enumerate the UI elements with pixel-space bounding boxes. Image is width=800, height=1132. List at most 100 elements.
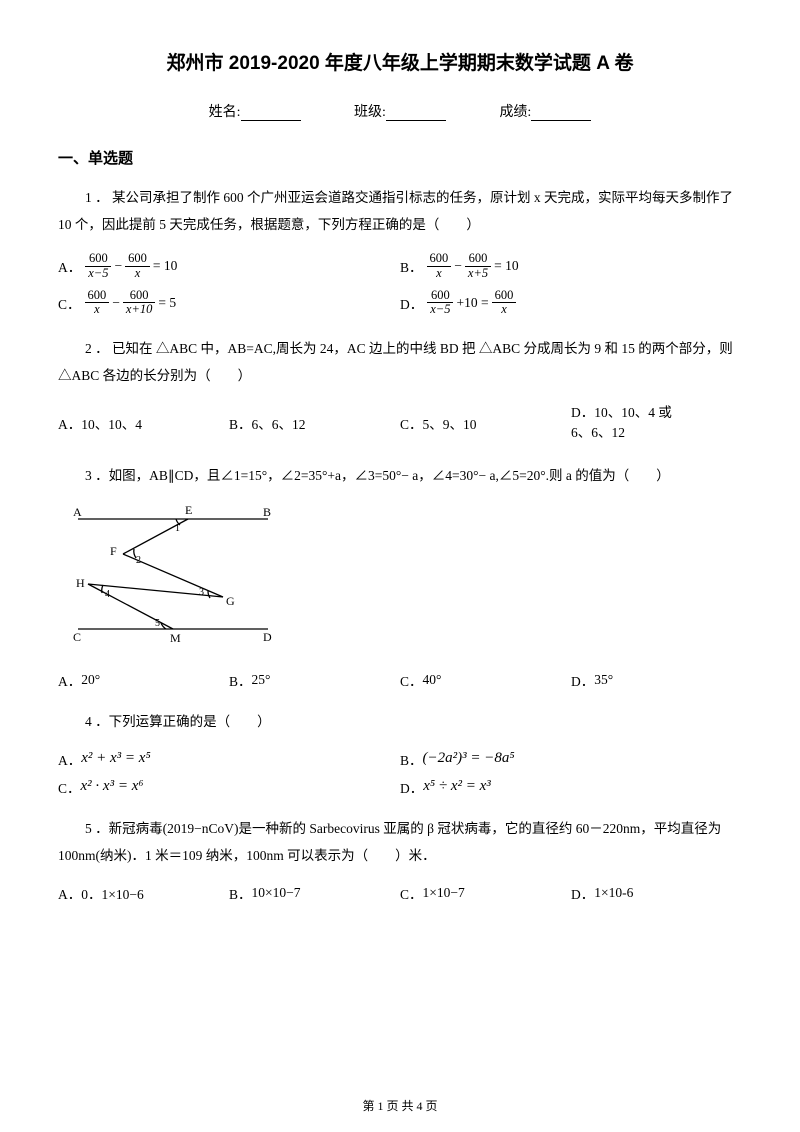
frac-num: 600 (465, 252, 491, 267)
opt-label: B． (229, 883, 252, 903)
geom-label: B (263, 505, 271, 519)
opt-text: x² · x³ = x⁶ (81, 778, 144, 795)
minus: − (454, 258, 462, 274)
opt-label: B． (400, 749, 423, 769)
name-blank[interactable] (241, 107, 301, 121)
section-heading: 一、单选题 (58, 147, 742, 168)
opt-text: 35° (594, 672, 613, 688)
geom-angle: 1 (175, 523, 180, 534)
score-blank[interactable] (531, 107, 591, 121)
question-5: 5 ．新冠病毒(2019−nCoV)是一种新的 Sarbecovirus 亚属的… (58, 815, 742, 869)
frac-den: x+5 (465, 267, 491, 281)
q1-options: A． 600x−5 − 600x = 10 B． 600x − 600x+5 =… (58, 248, 742, 321)
geom-label: D (263, 630, 272, 644)
q4-opt-c: C．x² · x³ = x⁶ (58, 773, 400, 801)
score-label: 成绩: (499, 101, 531, 121)
geom-angle: 3 (199, 587, 204, 598)
eq-rhs: = 10 (494, 258, 519, 274)
page-title: 郑州市 2019-2020 年度八年级上学期期末数学试题 A 卷 (58, 48, 742, 75)
geom-label: E (185, 503, 192, 517)
opt-text: x² + x³ = x⁵ (81, 750, 150, 767)
opt-label: B． (229, 413, 252, 433)
opt-label: C． (58, 293, 81, 313)
opt-text: 20° (81, 672, 100, 688)
frac-den: x−5 (427, 303, 453, 317)
opt-label: C． (400, 670, 423, 690)
q4-options: A．x² + x³ = x⁵ B．(−2a²)³ = −8a⁵ C．x² · x… (58, 745, 742, 801)
opt-text: x⁵ ÷ x² = x³ (423, 778, 491, 795)
frac-den: x−5 (85, 267, 111, 281)
question-4: 4 ．下列运算正确的是（ ） (58, 708, 742, 735)
opt-label: A． (58, 413, 81, 433)
q1-opt-c: C． 600x − 600x+10 = 5 (58, 285, 400, 322)
frac-num: 600 (85, 252, 111, 267)
frac-den: x+10 (123, 303, 155, 317)
opt-text: 10、10、4 (81, 413, 142, 433)
q2-opt-d: D．10、10、4 或 6、6、12 (571, 399, 742, 448)
frac-den: x (125, 267, 150, 281)
q2-opt-c: C．5、9、10 (400, 399, 571, 448)
geom-label: A (73, 505, 82, 519)
opt-text: 10×10−7 (252, 885, 301, 901)
frac-num: 600 (492, 289, 517, 304)
opt-label: A． (58, 749, 81, 769)
opt-text-line2: 6、6、12 (571, 425, 625, 440)
q1-opt-b: B． 600x − 600x+5 = 10 (400, 248, 742, 285)
opt-text: 1×10-6 (594, 885, 633, 901)
opt-text: 6、6、12 (252, 413, 306, 433)
frac-den: x (85, 303, 110, 317)
opt-label: A． (58, 256, 81, 276)
q3-figure: A E B F H G C M D 1 2 3 4 5 (58, 499, 742, 654)
frac-den: x (427, 267, 452, 281)
q4-opt-a: A．x² + x³ = x⁵ (58, 745, 400, 773)
opt-text: 10、10、4 或 (594, 405, 672, 420)
frac-num: 600 (85, 289, 110, 304)
q3-opt-b: B．25° (229, 666, 400, 694)
opt-text: (−2a²)³ = −8a⁵ (423, 750, 515, 767)
class-blank[interactable] (386, 107, 446, 121)
opt-label: A． (58, 670, 81, 690)
frac-num: 600 (123, 289, 155, 304)
opt-label: A． (58, 883, 81, 903)
opt-text: 40° (423, 672, 442, 688)
opt-text: 1×10−7 (423, 885, 465, 901)
question-2: 2 ． 已知在 △ABC 中，AB=AC,周长为 24，AC 边上的中线 BD … (58, 335, 742, 389)
eq-rhs: = 10 (153, 258, 178, 274)
geom-angle: 5 (155, 618, 160, 629)
geom-angle: 4 (105, 589, 110, 600)
opt-text: 0．1×10−6 (81, 883, 143, 903)
opt-label: C． (58, 777, 81, 797)
q5-options: A．0．1×10−6 B．10×10−7 C．1×10−7 D．1×10-6 (58, 879, 742, 907)
q5-opt-b: B．10×10−7 (229, 879, 400, 907)
q3-opt-a: A．20° (58, 666, 229, 694)
opt-label: B． (400, 256, 423, 276)
q5-opt-d: D．1×10-6 (571, 879, 742, 907)
geom-label: C (73, 630, 81, 644)
minus: − (112, 295, 120, 311)
frac-den: x (492, 303, 517, 317)
q2-opt-a: A．10、10、4 (58, 399, 229, 448)
q1-opt-d: D． 600x−5 +10 = 600x (400, 285, 742, 322)
geom-label: H (76, 576, 85, 590)
q3-opt-d: D．35° (571, 666, 742, 694)
question-1: 1 ． 某公司承担了制作 600 个广州亚运会道路交通指引标志的任务，原计划 x… (58, 184, 742, 238)
q3-options: A．20° B．25° C．40° D．35° (58, 666, 742, 694)
opt-label: C． (400, 413, 423, 433)
q4-opt-d: D．x⁵ ÷ x² = x³ (400, 773, 742, 801)
frac-num: 600 (427, 289, 453, 304)
geom-label: F (110, 544, 117, 558)
minus: − (114, 258, 122, 274)
name-label: 姓名: (209, 101, 241, 121)
eq-rhs: = 5 (158, 295, 176, 311)
opt-label: D． (571, 405, 594, 420)
q2-opt-b: B．6、6、12 (229, 399, 400, 448)
q3-opt-c: C．40° (400, 666, 571, 694)
class-label: 班级: (354, 101, 386, 121)
geom-label: G (226, 594, 235, 608)
opt-label: D． (571, 883, 594, 903)
question-3: 3 ．如图，AB∥CD，且∠1=15°，∠2=35°+a，∠3=50°− a，∠… (58, 462, 742, 489)
frac-num: 600 (427, 252, 452, 267)
opt-label: D． (571, 670, 594, 690)
q1-opt-a: A． 600x−5 − 600x = 10 (58, 248, 400, 285)
opt-label: C． (400, 883, 423, 903)
